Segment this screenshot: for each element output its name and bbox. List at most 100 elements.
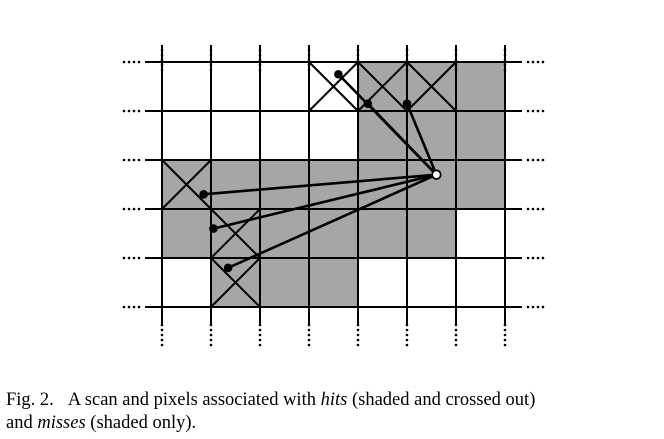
continuation-dot — [258, 323, 262, 327]
continuation-dot — [137, 60, 141, 64]
continuation-dot — [405, 48, 409, 52]
continuation-dot — [258, 343, 262, 347]
continuation-dot — [531, 60, 535, 64]
continuation-dot — [209, 63, 213, 67]
scan-beam — [405, 103, 438, 176]
continuation-dot — [209, 323, 213, 327]
continuation-dot — [127, 207, 131, 211]
continuation-dot — [536, 305, 540, 309]
continuation-dot — [307, 333, 311, 337]
continuation-dot — [536, 109, 540, 113]
continuation-dot — [503, 333, 507, 337]
caption-text-3: and — [6, 413, 38, 433]
continuation-dot — [122, 256, 126, 260]
continuation-dot — [356, 343, 360, 347]
continuation-dot — [503, 323, 507, 327]
continuation-dot — [127, 109, 131, 113]
continuation-dot — [536, 158, 540, 162]
miss-cell — [456, 62, 505, 111]
hit-cell — [161, 159, 212, 210]
hit-point — [199, 190, 208, 199]
continuation-dot — [137, 256, 141, 260]
miss-cell — [358, 209, 407, 258]
caption-text-1: A scan and pixels associated with — [67, 390, 321, 410]
hit-cell — [210, 208, 261, 259]
hit-cross-line — [210, 208, 261, 259]
continuation-dot — [405, 53, 409, 57]
continuation-dot — [209, 343, 213, 347]
continuation-dot — [132, 158, 136, 162]
continuation-dot — [356, 323, 360, 327]
scan-grid-diagram — [122, 45, 545, 347]
continuation-dot — [503, 338, 507, 342]
continuation-dot — [137, 158, 141, 162]
continuation-dot — [132, 109, 136, 113]
miss-cell — [456, 111, 505, 160]
continuation-dot — [307, 53, 311, 57]
continuation-dot — [132, 305, 136, 309]
continuation-dot — [526, 158, 530, 162]
continuation-dot — [209, 333, 213, 337]
continuation-dot — [405, 333, 409, 337]
continuation-dot — [122, 158, 126, 162]
scan-beam — [227, 173, 437, 269]
continuation-dot — [454, 323, 458, 327]
continuation-dot — [127, 158, 131, 162]
continuation-dot — [356, 338, 360, 342]
continuation-dot — [307, 338, 311, 342]
continuation-dot — [356, 333, 360, 337]
continuation-dot — [160, 48, 164, 52]
hit-cross-line — [308, 61, 359, 112]
continuation-dot — [454, 63, 458, 67]
continuation-dot — [132, 207, 136, 211]
continuation-dot — [503, 68, 507, 72]
hit-point — [402, 99, 412, 108]
continuation-dot — [536, 207, 540, 211]
continuation-dot — [541, 158, 545, 162]
continuation-dot — [356, 68, 360, 72]
continuation-dot — [526, 109, 530, 113]
continuation-dot — [127, 305, 131, 309]
continuation-dot — [405, 338, 409, 342]
continuation-dot — [137, 109, 141, 113]
continuation-dot — [541, 60, 545, 64]
continuation-dot — [356, 53, 360, 57]
continuation-dot — [160, 68, 164, 72]
continuation-dot — [531, 207, 535, 211]
continuation-dot — [405, 68, 409, 72]
continuation-dot — [307, 63, 311, 67]
hit-point — [363, 99, 373, 108]
continuation-dot — [531, 305, 535, 309]
hit-point — [334, 69, 343, 79]
continuation-dot — [160, 338, 164, 342]
continuation-dot — [454, 58, 458, 62]
miss-cell — [162, 209, 211, 258]
hit-cell — [406, 61, 457, 112]
scan-beam — [213, 173, 437, 230]
continuation-dot — [122, 60, 126, 64]
miss-cell — [211, 160, 260, 209]
miss-cell — [260, 160, 309, 209]
continuation-dot — [356, 48, 360, 52]
continuation-dot — [209, 48, 213, 52]
continuation-dot — [258, 338, 262, 342]
continuation-dot — [531, 256, 535, 260]
continuation-dot — [160, 328, 164, 332]
continuation-dot — [258, 63, 262, 67]
continuation-dot — [258, 328, 262, 332]
continuation-dot — [132, 256, 136, 260]
continuation-dot — [531, 158, 535, 162]
continuation-dot — [209, 68, 213, 72]
continuation-dot — [526, 305, 530, 309]
continuation-dot — [307, 68, 311, 72]
grid-lines — [145, 45, 522, 324]
continuation-dot — [160, 53, 164, 57]
continuation-dot — [536, 256, 540, 260]
continuation-dot — [258, 68, 262, 72]
continuation-dot — [541, 256, 545, 260]
continuation-dot — [405, 343, 409, 347]
scan-beam — [203, 173, 437, 196]
caption-line-1: Fig. 2. A scan and pixels associated with… — [6, 389, 660, 412]
continuation-dot — [122, 305, 126, 309]
hit-cross-line — [210, 257, 261, 308]
